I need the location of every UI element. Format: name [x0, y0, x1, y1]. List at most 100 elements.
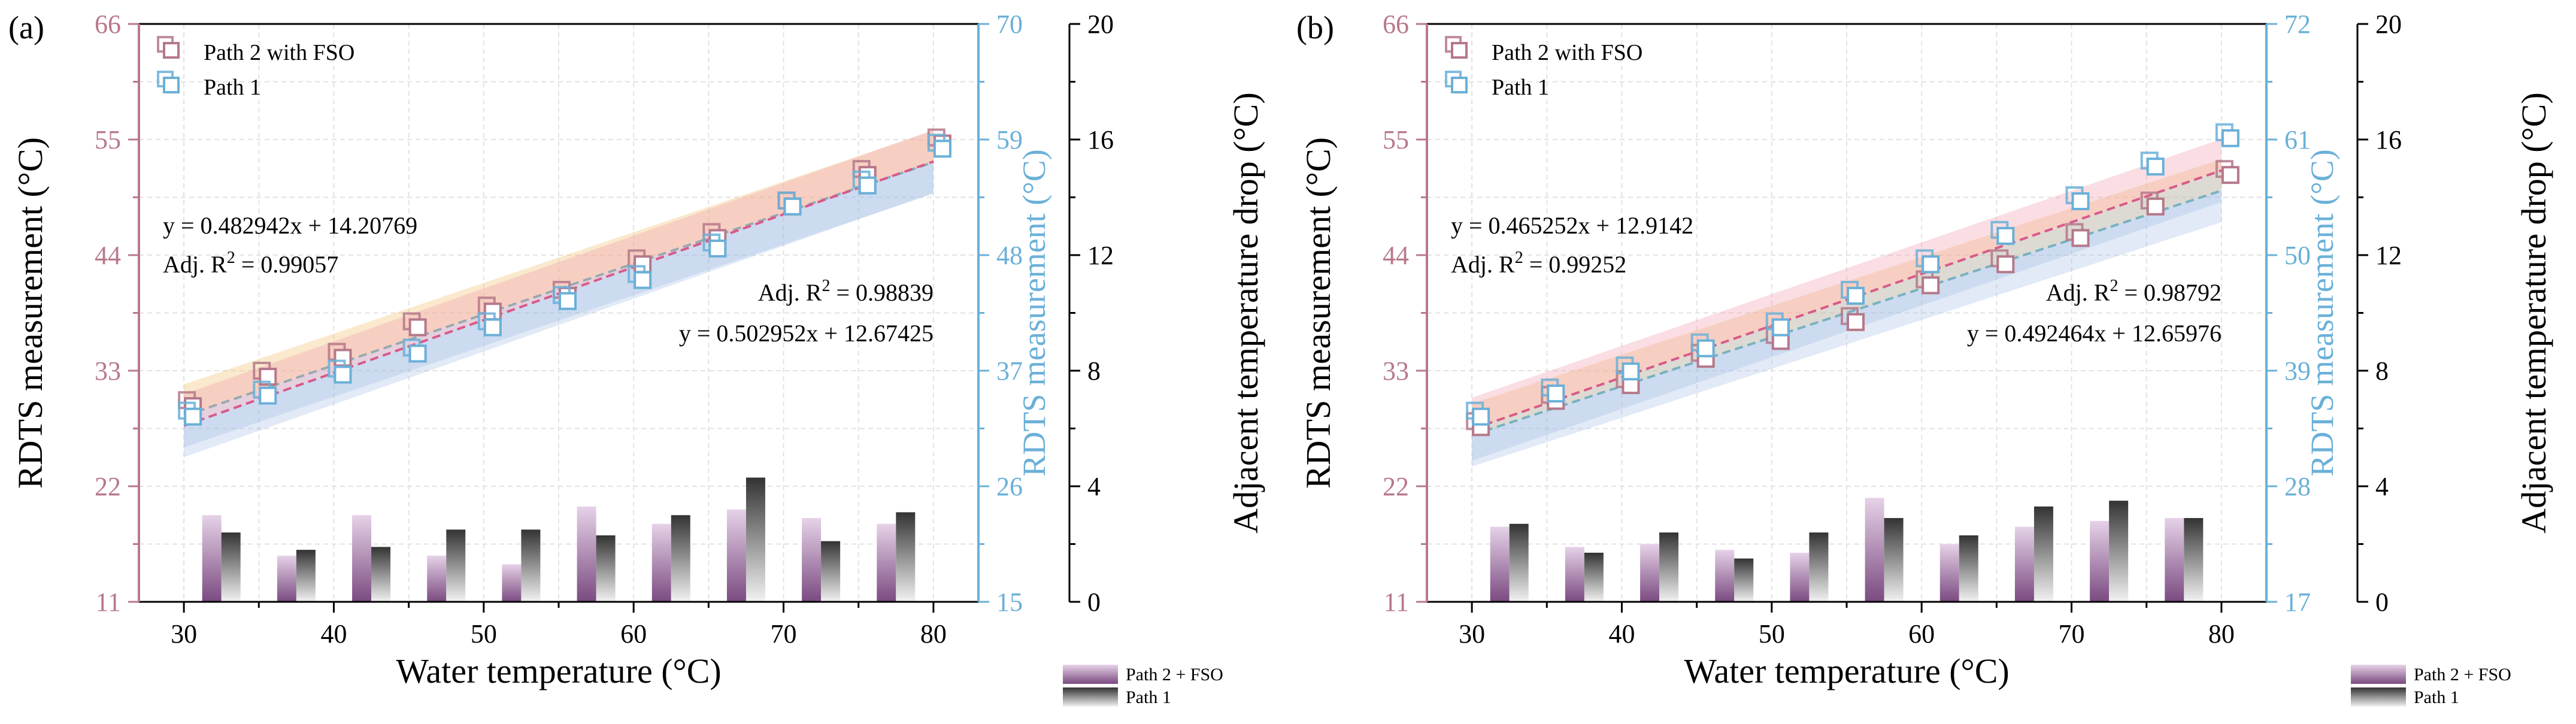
data-point [1847, 286, 1865, 305]
data-point [1622, 362, 1640, 381]
bar-path2-fso [1939, 544, 1959, 602]
bar-legend-label: Path 1 [1126, 687, 1171, 707]
y-right1-tick-label: 39 [2284, 356, 2311, 386]
data-point [1847, 313, 1865, 331]
data-point [2221, 129, 2239, 147]
bar-legend-label: Path 2 + FSO [1126, 665, 1223, 684]
data-point [559, 292, 577, 310]
bar-path2-fso [1640, 544, 1660, 602]
bar-path1 [1884, 518, 1904, 602]
legend-label: Path 2 with FSO [1492, 40, 1642, 65]
bar-path1 [2184, 518, 2204, 602]
legend-marker [163, 42, 180, 59]
y-left-tick-label: 11 [96, 587, 121, 617]
y-left-tick-label: 55 [95, 125, 121, 155]
data-point [334, 349, 352, 367]
bar-path2-fso [1790, 552, 1810, 602]
bar-path2-fso [1715, 550, 1735, 602]
y-left-tick-label: 22 [1383, 472, 1409, 501]
data-point [184, 407, 202, 426]
data-point [1996, 226, 2015, 245]
y-left-tick-label: 33 [95, 356, 121, 386]
y-right1-tick-label: 17 [2284, 587, 2311, 617]
data-point [408, 344, 427, 363]
legend-label: Path 1 [1492, 75, 1549, 100]
bar-path2-fso [277, 555, 296, 602]
y-left-tick-label: 66 [1383, 10, 1409, 39]
panel-label: (a) [8, 10, 44, 46]
legend-label: Path 1 [204, 75, 261, 100]
fit-adj-r2: Adj. R2 = 0.99252 [1451, 249, 1626, 278]
data-point [708, 240, 727, 258]
x-tick-label: 60 [1908, 619, 1935, 649]
bar-path2-fso [202, 515, 222, 602]
bar-path1 [296, 550, 316, 602]
bar-path2-fso [2090, 520, 2110, 602]
data-point [1922, 255, 1940, 274]
bar-path1 [2033, 506, 2053, 602]
data-point [1472, 407, 1490, 426]
y-right2-tick-label: 12 [1087, 241, 1114, 270]
y-right2-tick-label: 0 [2375, 587, 2389, 617]
y-right1-tick-label: 50 [2284, 241, 2311, 270]
r2-value: = 0.99057 [235, 251, 339, 278]
bar-legend-label: Path 2 + FSO [2414, 665, 2511, 684]
data-point [933, 140, 951, 158]
bar-path2-fso [2014, 526, 2034, 602]
bar-path1 [896, 512, 916, 602]
x-tick-label: 30 [171, 619, 197, 649]
data-point [2071, 192, 2090, 211]
y-left-tick-label: 22 [95, 472, 121, 501]
r2-value: = 0.98792 [2118, 279, 2222, 306]
fit-adj-r2: Adj. R2 = 0.99057 [163, 249, 338, 278]
bar-path1 [2109, 501, 2129, 602]
bar-path2-fso [802, 518, 822, 602]
y-right1-tick-label: 37 [996, 356, 1023, 386]
bar-path2-fso [877, 523, 896, 602]
r2-superscript: 2 [2110, 277, 2118, 295]
data-point [1547, 384, 1565, 403]
legend-marker [1451, 42, 1468, 59]
x-tick-label: 60 [620, 619, 647, 649]
data-point [408, 318, 427, 337]
data-point [2071, 229, 2090, 247]
bar-path2-fso [726, 509, 746, 602]
legend-marker [1451, 77, 1468, 93]
y-axis-left-title: RDTS measurement (°C) [11, 137, 50, 489]
x-tick-label: 30 [1459, 619, 1485, 649]
x-tick-label: 50 [471, 619, 497, 649]
bar-path1 [1659, 532, 1679, 602]
y-right1-tick-label: 15 [996, 587, 1023, 617]
y-axis-right1-title: RDTS measurement (°C) [2304, 149, 2340, 477]
x-tick-label: 70 [2059, 619, 2085, 649]
data-point [483, 318, 502, 337]
bar-path1 [1509, 523, 1529, 602]
bar-path2-fso [651, 523, 671, 602]
bar-path2-fso [1865, 498, 1884, 602]
y-right1-tick-label: 48 [996, 241, 1023, 270]
r2-label: Adj. R [2046, 279, 2110, 306]
x-axis-title: Water temperature (°C) [1684, 652, 2009, 690]
legend-label: Path 2 with FSO [204, 40, 354, 65]
data-point [1996, 255, 2015, 274]
bar-legend-swatch [2351, 665, 2406, 684]
bar-path2-fso [352, 515, 372, 602]
bar-path1 [371, 547, 391, 602]
panel-b-chart: 30 40 50 60 70 801122334455661728395061720481… [1296, 10, 2553, 707]
confidence-band-upper [184, 130, 934, 426]
bar-path1 [1734, 558, 1754, 602]
r2-label: Adj. R [758, 279, 822, 306]
y-right2-tick-label: 8 [2375, 356, 2389, 386]
legend-marker [163, 77, 180, 93]
r2-value: = 0.99252 [1523, 251, 1627, 278]
data-point [783, 197, 802, 216]
x-tick-label: 80 [2208, 619, 2235, 649]
y-right2-tick-label: 4 [2375, 472, 2389, 501]
data-point [259, 386, 277, 405]
fit-adj-r2: Adj. R2 = 0.98792 [2046, 277, 2222, 306]
x-axis-title: Water temperature (°C) [396, 652, 721, 690]
data-point [1771, 318, 1790, 337]
fit-adj-r2: Adj. R2 = 0.98839 [758, 277, 934, 306]
bar-path1 [446, 529, 466, 602]
